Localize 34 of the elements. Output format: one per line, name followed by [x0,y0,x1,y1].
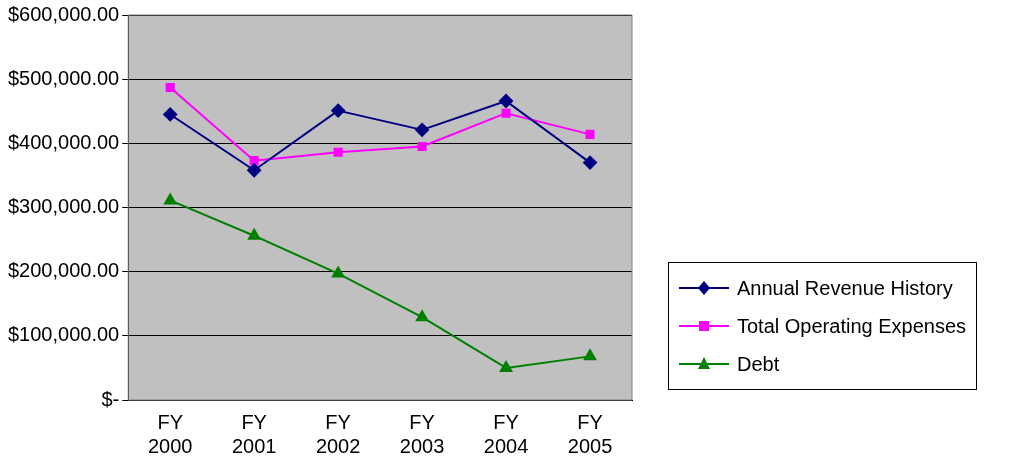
point [501,108,511,118]
point [247,228,261,240]
point [331,103,346,118]
point [415,310,429,322]
point [247,163,262,178]
legend-label: Debt [737,352,780,376]
y-tick-label: $- [101,387,120,410]
x-tick-label: FY 2003 [399,410,445,457]
y-tick-label: $500,000.00 [7,66,120,89]
x-tick-label: FY 2001 [231,410,277,457]
point [164,193,177,205]
y-tick-label: $300,000.00 [7,195,120,218]
legend-label: Total Operating Expenses [737,314,967,338]
x-tick-label: FY 2005 [567,410,613,457]
x-tick-label: FY 2002 [315,410,361,457]
point [415,122,430,137]
y-tick-label: $200,000.00 [7,259,120,282]
point [585,129,595,139]
x-tick-label: FY 2004 [483,410,529,457]
y-tick-label: $100,000.00 [7,323,120,346]
point [417,142,427,152]
point [333,147,343,157]
point [331,266,345,278]
y-tick-label: $600,000.00 [7,2,120,25]
point [249,156,259,166]
point [499,93,514,108]
y-tick-label: $400,000.00 [7,130,120,153]
point [499,360,513,372]
point [163,107,178,122]
point [583,155,598,170]
x-tick-label: FY 2000 [147,410,193,457]
point [583,349,597,361]
legend-label: Annual Revenue History [737,276,953,300]
point [165,82,175,93]
